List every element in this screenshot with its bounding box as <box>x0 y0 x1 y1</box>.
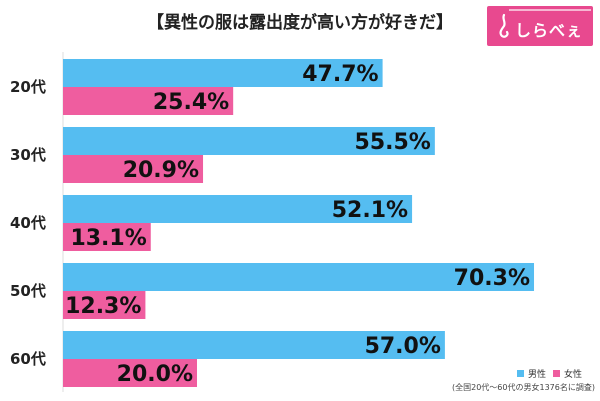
legend-male-swatch <box>517 370 524 377</box>
logo-text: しらべぇ <box>515 21 584 40</box>
legend: 男性 女性 <box>517 367 582 380</box>
survey-note: (全国20代～60代の男女1376名に調査) <box>452 383 595 392</box>
logo-mark-icon <box>499 13 509 38</box>
female-bar <box>63 291 146 319</box>
male-value-label: 70.3% <box>454 266 530 291</box>
category-label: 60代 <box>10 350 46 368</box>
category-label: 20代 <box>10 78 46 96</box>
chart-title: 【異性の服は露出度が高い方が好きだ】 <box>147 13 453 33</box>
female-bar <box>63 223 151 251</box>
logo-tagline-bar <box>509 9 591 11</box>
male-bar <box>63 59 383 87</box>
female-bar <box>63 359 197 387</box>
female-value-label: 20.9% <box>123 158 199 183</box>
shirabee-logo: しらべぇ <box>487 6 593 46</box>
legend-male-label: 男性 <box>528 370 547 380</box>
male-bar <box>63 263 535 291</box>
legend-female-swatch <box>553 370 561 377</box>
category-label: 40代 <box>10 214 46 232</box>
male-value-label: 55.5% <box>355 130 431 155</box>
category-label: 50代 <box>10 282 46 300</box>
male-value-label: 57.0% <box>365 334 441 359</box>
male-bar <box>63 195 413 223</box>
male-bar <box>63 127 435 155</box>
male-value-label: 52.1% <box>332 198 408 223</box>
female-value-label: 12.3% <box>65 294 141 319</box>
female-value-label: 25.4% <box>153 90 229 115</box>
female-bar <box>63 87 234 115</box>
female-value-label: 13.1% <box>70 226 146 251</box>
legend-female-label: 女性 <box>564 370 583 380</box>
male-value-label: 47.7% <box>302 62 378 87</box>
male-bar <box>63 331 445 359</box>
female-value-label: 20.0% <box>117 362 193 387</box>
category-label: 30代 <box>10 146 46 164</box>
female-bar <box>63 155 204 183</box>
